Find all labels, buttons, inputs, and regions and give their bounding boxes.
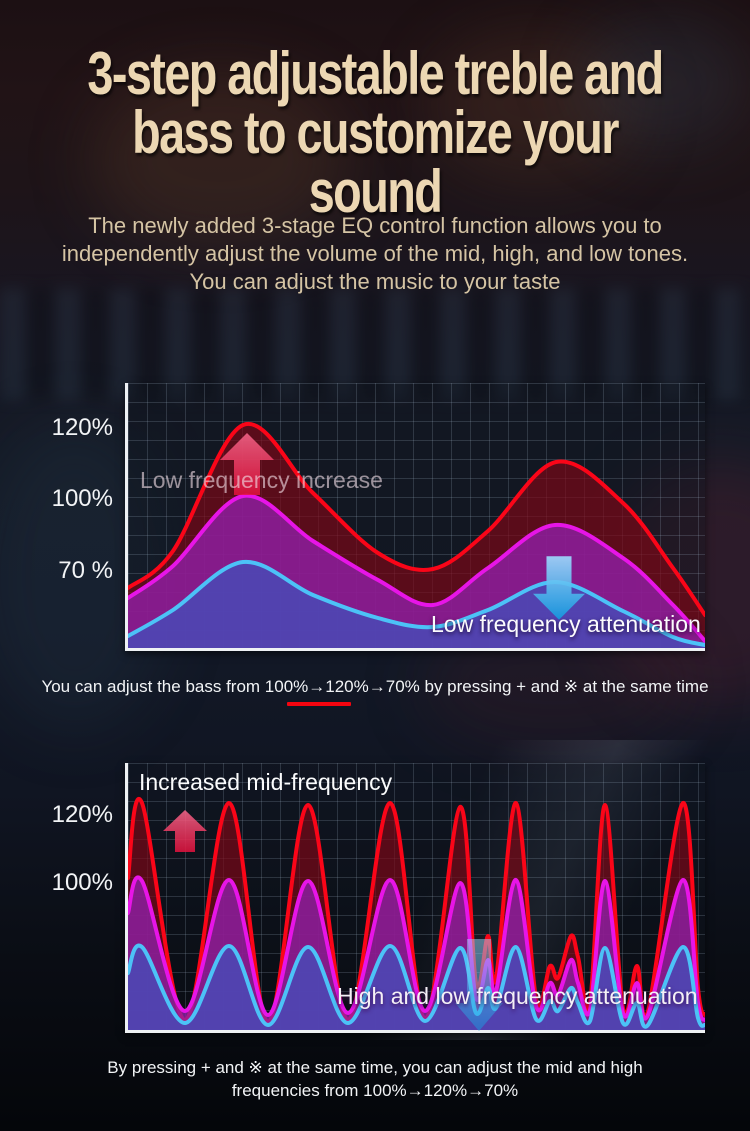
background-blur-blob <box>90 70 350 250</box>
chart2-ytick-100: 100% <box>51 869 113 896</box>
chart2-ytick-120: 120% <box>51 801 113 828</box>
chart1-ytick-120: 120% <box>51 414 113 441</box>
up-arrow-icon <box>220 433 274 495</box>
chart1-ytick-70: 70 % <box>58 557 113 584</box>
bass-eq-curves <box>128 421 705 648</box>
page-title: 3-step adjustable treble and bass to cus… <box>87 40 664 225</box>
background-blur-blob <box>575 15 750 150</box>
mid-high-eq-curves <box>128 797 705 1030</box>
up-arrow-icon <box>163 810 207 852</box>
mid-high-eq-chart: Increased mid-frequency High and low fre… <box>125 763 705 1033</box>
down-arrow-icon <box>533 556 585 620</box>
background-blur-blob <box>0 420 170 730</box>
label-high-low-frequency-attenuation: High and low frequency attenuation <box>337 983 698 1009</box>
subtitle: The newly added 3-stage EQ control funct… <box>61 213 689 294</box>
label-low-frequency-attenuation: Low frequency attenuation <box>431 611 701 637</box>
label-increased-mid-frequency: Increased mid-frequency <box>139 769 393 795</box>
caption-mid-high: By pressing + and ※ at the same time, yo… <box>107 1058 643 1100</box>
label-low-frequency-increase: Low frequency increase <box>140 467 383 493</box>
caption-bass: You can adjust the bass from 100%→120%→7… <box>41 677 709 696</box>
bass-eq-chart: Low frequency increase Low frequency att… <box>125 383 705 651</box>
chart1-ytick-100: 100% <box>51 485 113 512</box>
mixer-faders-blur <box>0 288 750 400</box>
background-blur-blob <box>430 30 640 180</box>
down-arrow-icon <box>455 939 503 1031</box>
red-underline <box>287 702 351 706</box>
